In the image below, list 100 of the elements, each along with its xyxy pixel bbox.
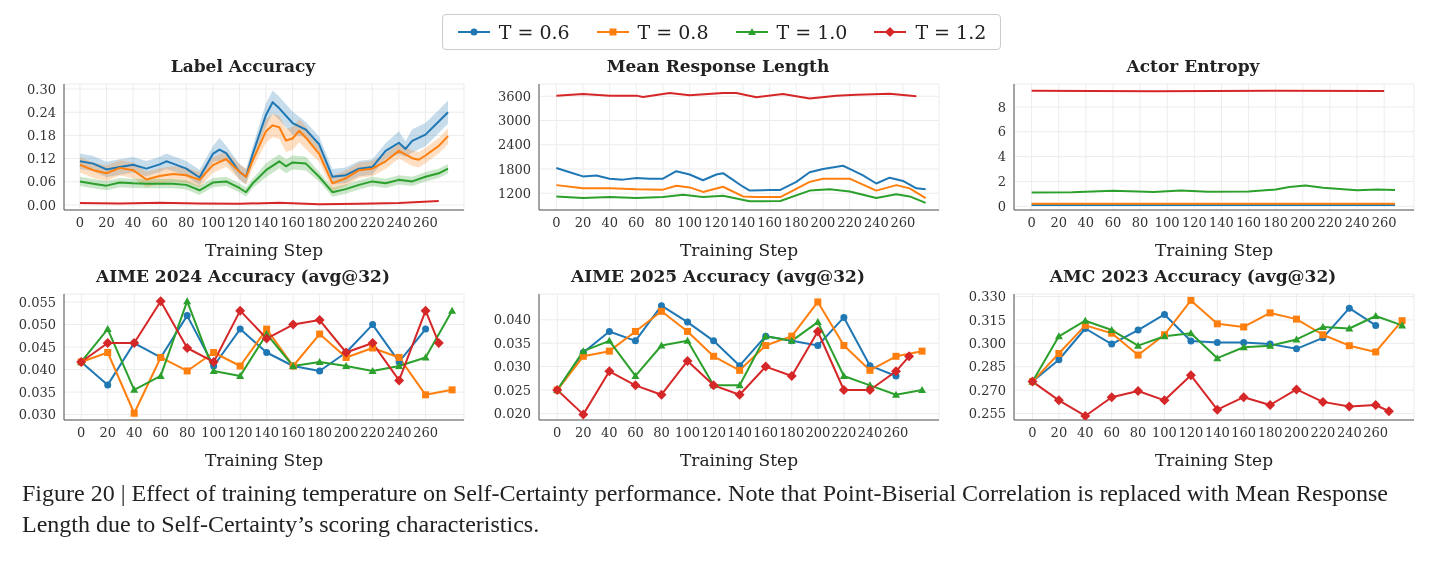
x-tick-label: 120 [1178, 425, 1204, 441]
y-tick-label: 0.00 [27, 197, 56, 213]
y-tick-label: 0.030 [18, 407, 56, 423]
x-tick-label: 220 [359, 215, 385, 231]
x-tick-label: 200 [333, 425, 359, 441]
x-tick-label: 200 [805, 425, 831, 441]
legend-label: T = 1.0 [776, 21, 848, 43]
x-tick-label: 140 [727, 425, 753, 441]
x-tick-label: 100 [200, 215, 226, 231]
x-tick-label: 0 [77, 425, 86, 441]
x-tick-label: 20 [575, 425, 592, 441]
x-tick-label: 260 [413, 215, 438, 231]
y-tick-label: 2 [997, 174, 1006, 190]
y-tick-label: 8 [997, 99, 1006, 115]
y-tick-label: 0.055 [18, 294, 56, 310]
x-tick-label: 200 [1284, 425, 1309, 441]
x-tick-label: 80 [1129, 425, 1147, 441]
x-tick-label: 140 [254, 425, 280, 441]
x-tick-label: 120 [1181, 215, 1207, 231]
x-tick-label: 160 [1231, 425, 1257, 441]
y-tick-label: 6 [997, 124, 1006, 140]
x-tick-label: 240 [863, 215, 889, 231]
x-tick-label: 180 [1263, 215, 1289, 231]
chart-title: AMC 2023 Accuracy (avg@32) [1048, 266, 1338, 288]
x-tick-label: 80 [1131, 215, 1149, 231]
x-tick-label: 260 [890, 215, 916, 231]
y-tick-label: 0.255 [968, 406, 1006, 422]
x-axis-title: Training Step [1154, 240, 1274, 260]
x-tick-label: 160 [280, 215, 305, 231]
x-tick-label: 120 [227, 425, 253, 441]
x-tick-label: 80 [177, 215, 195, 231]
x-tick-label: 100 [201, 425, 227, 441]
x-tick-label: 140 [1204, 425, 1230, 441]
x-tick-label: 180 [779, 425, 805, 441]
y-tick-label: 2400 [497, 137, 531, 153]
x-axis-title: Training Step [204, 240, 324, 260]
y-tick-label: 0.020 [493, 406, 531, 422]
y-tick-label: 0.285 [968, 359, 1006, 375]
x-tick-label: 80 [654, 215, 672, 231]
x-tick-label: 80 [178, 425, 196, 441]
x-tick-label: 40 [1077, 425, 1094, 441]
x-tick-label: 240 [1344, 215, 1370, 231]
chart-title: Mean Response Length [605, 56, 831, 78]
y-tick-label: 0.300 [968, 335, 1006, 351]
x-tick-label: 0 [552, 215, 561, 231]
x-tick-label: 20 [1050, 215, 1068, 231]
x-tick-label: 60 [1104, 215, 1122, 231]
y-tick-label: 4 [997, 149, 1006, 165]
x-tick-label: 60 [1103, 425, 1120, 441]
x-tick-label: 0 [1028, 425, 1037, 441]
x-tick-label: 40 [125, 425, 143, 441]
x-tick-label: 220 [837, 215, 863, 231]
x-tick-label: 260 [413, 425, 438, 441]
legend-label: T = 0.8 [637, 21, 709, 43]
x-tick-label: 100 [1152, 425, 1177, 441]
x-tick-label: 180 [1257, 425, 1283, 441]
x-tick-label: 40 [601, 215, 618, 231]
caption: Figure 20 | Effect of training temperature on Self-Certainty performance. Note that Point-Biserial Correlation is replaced with Mean Response Length due to Self-Certainty’s scoring characteristics. [22, 479, 1389, 540]
x-axis-title: Training Step [679, 450, 799, 470]
y-tick-label: 0.12 [27, 151, 56, 167]
chart-title: AIME 2025 Accuracy (avg@32) [570, 266, 866, 288]
x-tick-label: 180 [307, 425, 333, 441]
y-tick-label: 0.30 [27, 81, 56, 97]
x-tick-label: 160 [1236, 215, 1261, 231]
x-tick-label: 180 [783, 215, 809, 231]
x-tick-label: 60 [151, 215, 168, 231]
x-tick-label: 20 [1050, 425, 1068, 441]
x-tick-label: 60 [152, 425, 169, 441]
x-tick-label: 40 [601, 425, 618, 441]
x-tick-label: 20 [98, 215, 115, 231]
x-tick-label: 260 [883, 425, 909, 441]
x-tick-label: 240 [1336, 425, 1362, 441]
x-tick-label: 40 [124, 215, 142, 231]
x-tick-label: 220 [360, 425, 386, 441]
x-tick-label: 240 [386, 215, 412, 231]
chart-title: AIME 2024 Accuracy (avg@32) [95, 266, 391, 288]
y-tick-label: 0.025 [493, 382, 531, 398]
x-tick-label: 240 [857, 425, 883, 441]
x-tick-label: 160 [753, 425, 779, 441]
x-tick-label: 120 [701, 425, 727, 441]
y-tick-label: 0.040 [18, 362, 56, 378]
x-tick-label: 0 [553, 425, 562, 441]
x-tick-label: 220 [831, 425, 857, 441]
x-tick-label: 40 [1077, 215, 1095, 231]
x-axis-title: Training Step [1154, 450, 1274, 470]
legend-label: T = 1.2 [915, 21, 987, 43]
x-tick-label: 100 [677, 215, 703, 231]
x-tick-label: 200 [1290, 215, 1316, 231]
x-tick-label: 100 [1154, 215, 1180, 231]
x-tick-label: 160 [757, 215, 783, 231]
y-tick-label: 0.18 [27, 128, 56, 144]
x-tick-label: 0 [75, 215, 85, 231]
y-tick-label: 0 [997, 198, 1006, 214]
y-tick-label: 0.045 [18, 339, 56, 355]
x-tick-label: 20 [99, 425, 116, 441]
x-tick-label: 100 [675, 425, 700, 441]
x-tick-label: 120 [227, 215, 252, 231]
x-tick-label: 60 [628, 215, 645, 231]
y-tick-label: 0.06 [27, 174, 56, 190]
y-tick-label: 0.270 [968, 382, 1006, 398]
